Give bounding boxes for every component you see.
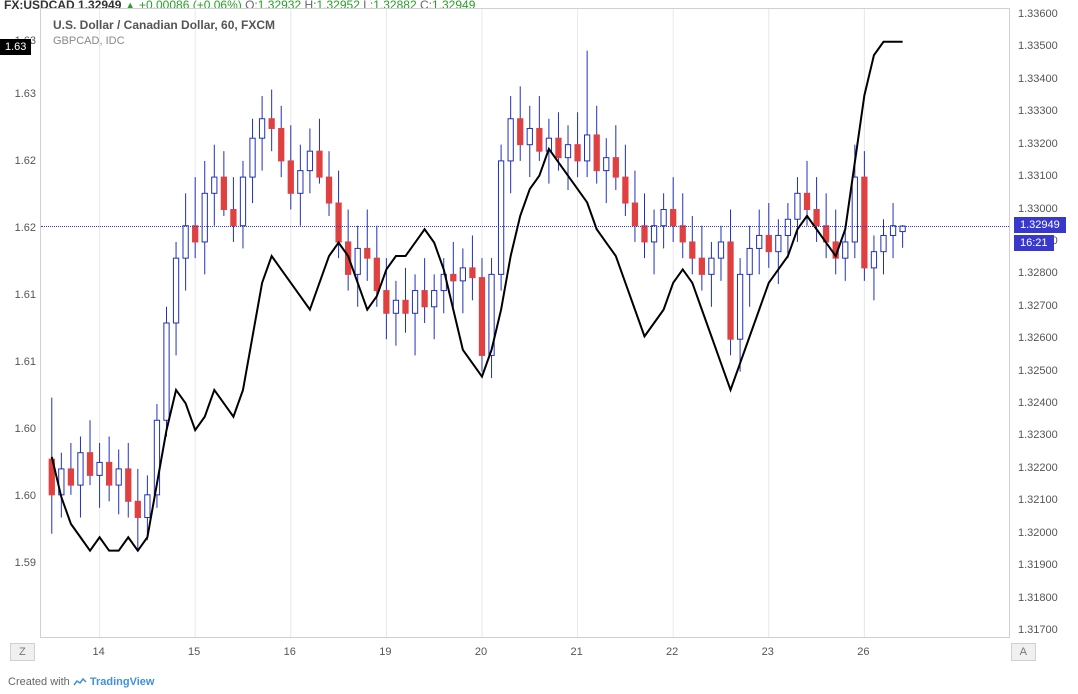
y-tick-right: 1.33200 (1018, 138, 1058, 150)
timezone-left[interactable]: Z (10, 643, 35, 661)
footer-brand[interactable]: TradingView (90, 676, 155, 688)
y-tick-left: 1.60 (15, 423, 36, 435)
x-tick: 16 (284, 646, 296, 658)
x-tick: 22 (666, 646, 678, 658)
y-tick-right: 1.31700 (1018, 624, 1058, 636)
chart-title-line2: GBPCAD, IDC (53, 34, 275, 49)
y-tick-left: 1.60 (15, 490, 36, 502)
x-tick: 20 (475, 646, 487, 658)
x-tick: 23 (762, 646, 774, 658)
y-tick-left: 1.61 (15, 356, 36, 368)
x-tick: 21 (570, 646, 582, 658)
y-tick-right: 1.32800 (1018, 267, 1058, 279)
last-price-badge: 1.32949 (1014, 217, 1066, 233)
y-tick-right: 1.33500 (1018, 40, 1058, 52)
y-tick-left: 1.62 (15, 155, 36, 167)
timezone-right[interactable]: A (1011, 643, 1036, 661)
x-tick: 15 (188, 646, 200, 658)
y-axis-right: 1.33600 1.33500 1.33400 1.33300 1.33200 1.331… (1010, 8, 1078, 638)
chart-svg (41, 9, 1009, 637)
overlay-price-badge: 1.63 (0, 39, 31, 55)
x-tick: 19 (379, 646, 391, 658)
y-tick-right: 1.32500 (1018, 365, 1058, 377)
y-tick-right: 1.33300 (1018, 105, 1058, 117)
tradingview-icon (73, 677, 87, 687)
x-axis: 14 15 16 19 20 21 22 23 26 (40, 642, 1010, 664)
y-tick-left: 1.61 (15, 289, 36, 301)
chart-title-line1: U.S. Dollar / Canadian Dollar, 60, FXCM (53, 17, 275, 34)
countdown-badge: 16:21 (1014, 235, 1054, 251)
y-tick-left: 1.62 (15, 222, 36, 234)
footer-credit: Created with TradingView (8, 676, 154, 688)
y-tick-right: 1.32700 (1018, 300, 1058, 312)
y-tick-right: 1.32200 (1018, 462, 1058, 474)
y-tick-right: 1.32100 (1018, 494, 1058, 506)
y-tick-right: 1.33400 (1018, 73, 1058, 85)
y-tick-right: 1.32000 (1018, 527, 1058, 539)
y-tick-right: 1.33100 (1018, 170, 1058, 182)
y-tick-right: 1.32600 (1018, 332, 1058, 344)
last-price-line (41, 226, 1009, 227)
chart-title: U.S. Dollar / Canadian Dollar, 60, FXCM … (53, 17, 275, 49)
x-tick: 14 (92, 646, 104, 658)
y-tick-right: 1.32300 (1018, 429, 1058, 441)
y-tick-right: 1.31800 (1018, 592, 1058, 604)
x-tick: 26 (857, 646, 869, 658)
y-tick-right: 1.33000 (1018, 203, 1058, 215)
chart-area[interactable]: U.S. Dollar / Canadian Dollar, 60, FXCM … (40, 8, 1010, 638)
footer-text: Created with (8, 676, 73, 688)
y-tick-right: 1.31900 (1018, 559, 1058, 571)
y-tick-right: 1.33600 (1018, 8, 1058, 20)
y-tick-right: 1.32400 (1018, 397, 1058, 409)
y-axis-left: 1.631.631.621.621.611.611.601.601.591.63 (0, 8, 40, 638)
y-tick-left: 1.59 (15, 557, 36, 569)
y-tick-left: 1.63 (15, 88, 36, 100)
